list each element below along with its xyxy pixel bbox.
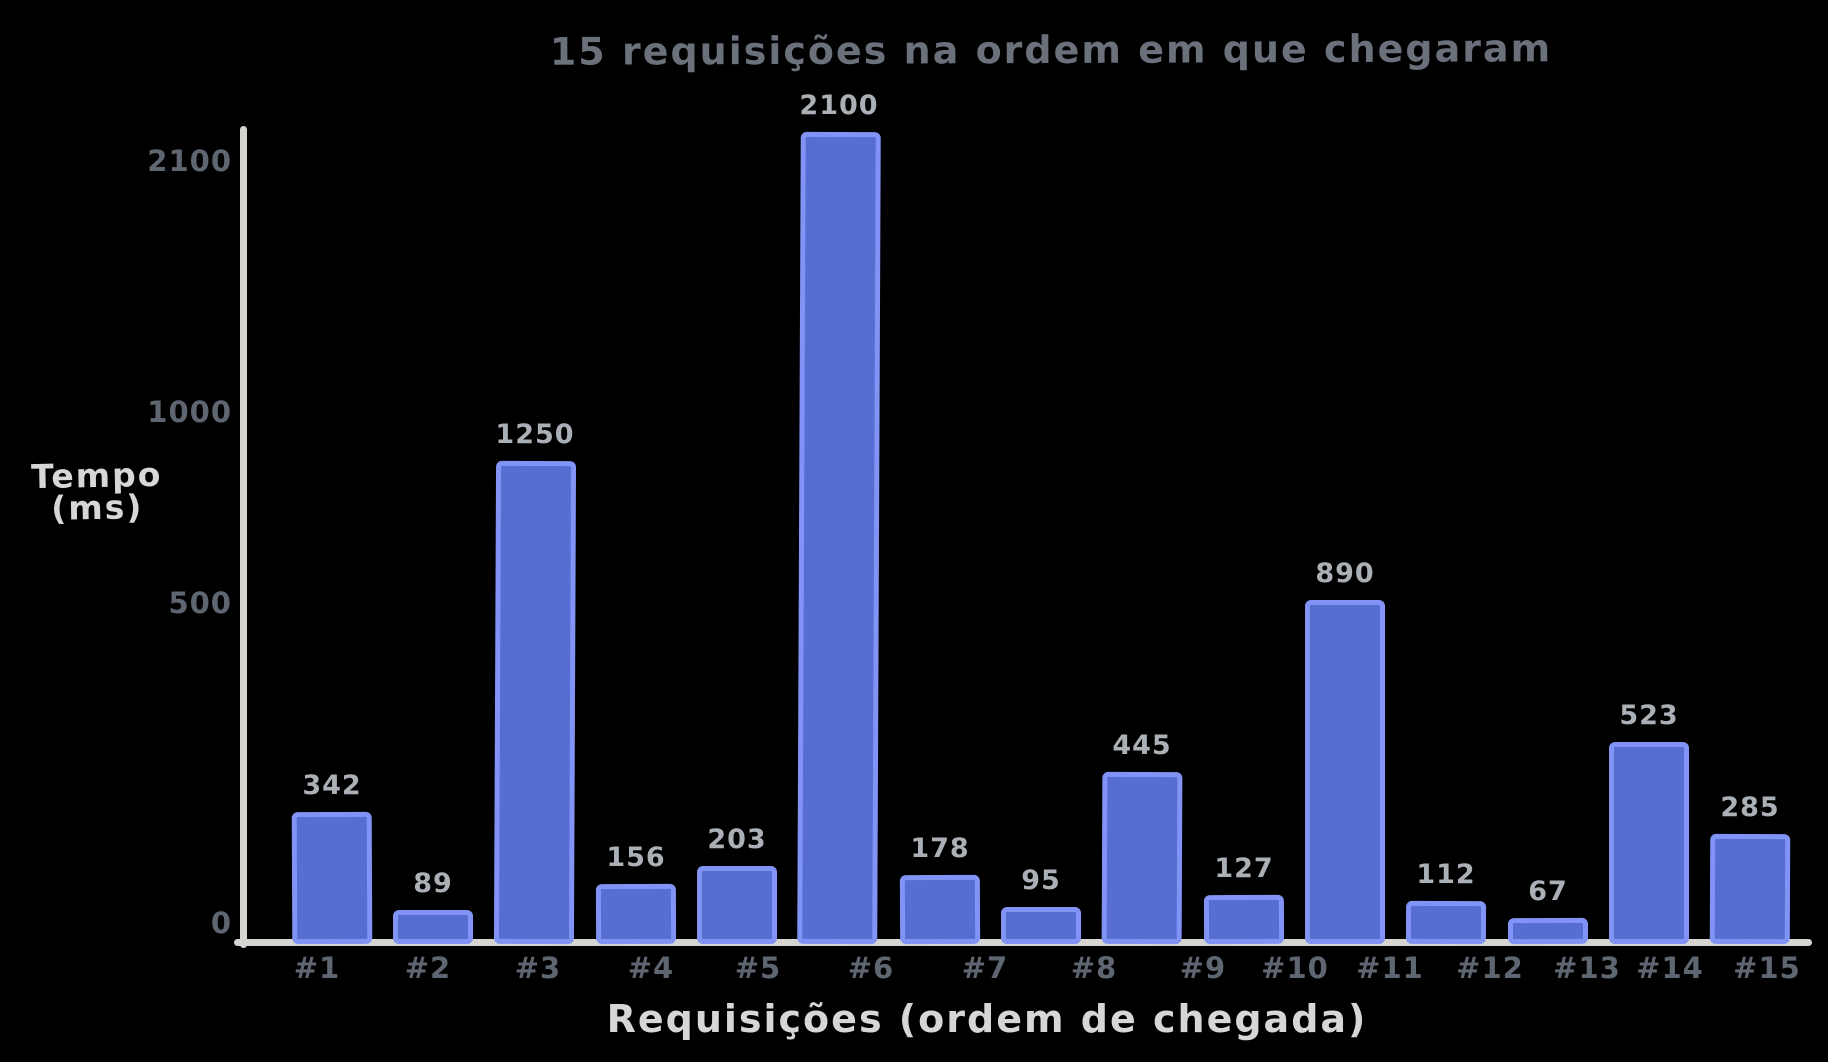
bar-value-label: 203 <box>707 824 767 855</box>
y-tick-label: 2100 <box>147 144 232 178</box>
bar-value-label: 342 <box>302 770 362 801</box>
bar <box>899 874 981 945</box>
y-tick-label: 500 <box>168 586 232 620</box>
bar <box>1203 894 1285 945</box>
bar <box>1507 917 1589 945</box>
bar <box>1101 771 1183 945</box>
bar-value-label: 156 <box>606 842 666 873</box>
bar-value-label: 285 <box>1720 792 1780 823</box>
bar-value-label: 67 <box>1528 876 1568 907</box>
bar <box>1609 742 1689 944</box>
x-axis-title: Requisições (ordem de chegada) <box>606 997 1368 1041</box>
x-tick-label: #1 <box>293 951 341 985</box>
bar-value-label: 95 <box>1021 865 1061 896</box>
bar <box>1305 600 1385 944</box>
chart-title: 15 requisições na ordem em que chegaram <box>549 26 1553 74</box>
x-tick-label: #8 <box>1070 951 1118 985</box>
x-tick-label: #14 <box>1636 951 1704 985</box>
x-tick-label: #3 <box>514 951 562 985</box>
bar <box>697 866 777 944</box>
bar-value-label: 890 <box>1315 558 1375 589</box>
bar <box>291 811 373 945</box>
bar <box>1709 833 1791 945</box>
x-tick-label: #9 <box>1179 951 1227 985</box>
bar-value-label: 523 <box>1619 700 1679 731</box>
bar <box>493 460 577 945</box>
x-tick-label: #12 <box>1456 951 1524 985</box>
x-tick-label: #4 <box>627 951 675 985</box>
bar-value-label: 89 <box>413 868 453 899</box>
bar <box>1405 900 1487 945</box>
bar-value-label: 127 <box>1214 853 1274 884</box>
y-tick-label: 0 <box>210 906 232 940</box>
x-tick-label: #6 <box>847 951 895 985</box>
y-axis-title: Tempo (ms) <box>16 455 177 528</box>
x-tick-label: #11 <box>1356 951 1424 985</box>
bar <box>1001 907 1081 944</box>
bar-value-label: 445 <box>1112 730 1172 761</box>
bar-value-label: 1250 <box>495 419 575 450</box>
x-tick-label: #13 <box>1553 951 1621 985</box>
x-tick-label: #7 <box>961 951 1009 985</box>
x-tick-label: #15 <box>1733 951 1801 985</box>
x-tick-label: #5 <box>734 951 782 985</box>
y-tick-label: 1000 <box>147 395 232 429</box>
bar <box>797 131 881 945</box>
bar-value-label: 112 <box>1416 859 1476 890</box>
y-axis-line <box>240 126 247 948</box>
bar-value-label: 178 <box>910 833 970 864</box>
bar-value-label: 2100 <box>799 90 879 121</box>
bar <box>595 883 677 945</box>
bar <box>393 910 473 944</box>
x-tick-label: #2 <box>404 951 452 985</box>
x-tick-label: #10 <box>1261 951 1329 985</box>
